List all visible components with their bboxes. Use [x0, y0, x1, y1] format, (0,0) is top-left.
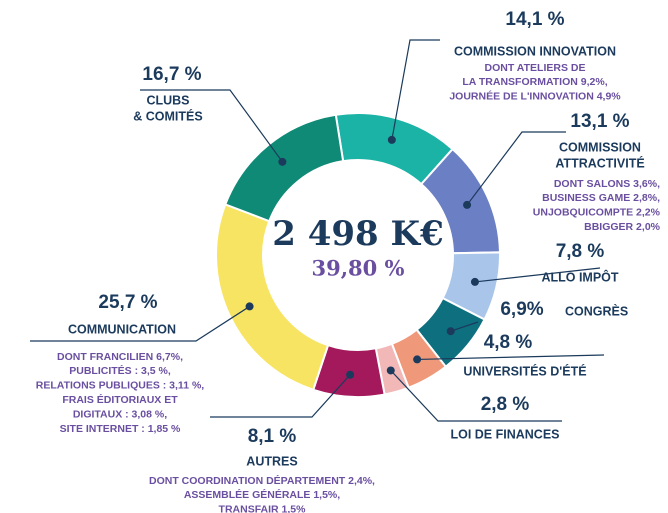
leader-dot	[387, 135, 396, 144]
segment-detail: BUSINESS GAME 2,8%,	[542, 192, 660, 204]
leader-line	[210, 374, 351, 418]
segment-detail: DONT FRANCILIEN 6,7%,	[57, 351, 183, 363]
leader-dot	[346, 370, 355, 379]
segment-name: COMMISSION	[559, 140, 641, 154]
segment-name: COMMISSION INNOVATION	[454, 44, 616, 58]
leader-dot	[470, 277, 479, 286]
share-label: 39,80 %	[311, 256, 404, 281]
value-label: 25,7 %	[98, 292, 157, 313]
segment-name: CLUBS	[146, 93, 189, 107]
value-label: 14,1 %	[505, 9, 564, 30]
segment-name: COMMUNICATION	[68, 322, 176, 336]
leader-line	[140, 89, 283, 163]
segment-detail: DONT SALONS 3,6%,	[554, 178, 660, 190]
segment-detail: UNJOBQUICOMPTE 2,2%	[533, 207, 661, 219]
segment-detail: LA TRANSFORMATION 9,2%,	[462, 76, 607, 88]
leader-dot	[413, 355, 422, 364]
segment-name: CONGRÈS	[565, 303, 628, 318]
segment-name: UNIVERSITÉS D'ÉTÉ	[463, 363, 586, 378]
value-label: 6,9%	[500, 299, 543, 320]
value-label: 4,8 %	[484, 332, 533, 353]
segment-detail: ASSEMBLÉE GÉNÉRALE 1,5%,	[184, 488, 340, 501]
segment-detail: DONT COORDINATION DÉPARTEMENT 2,4%,	[149, 474, 375, 487]
segment-detail: BBIGGER 2,0%	[584, 221, 661, 233]
value-label: 13,1 %	[570, 111, 629, 132]
donut-segment	[215, 203, 330, 392]
segment-detail: JOURNÉE DE L'INNOVATION 4,9%	[449, 90, 621, 103]
leader-line	[474, 267, 601, 283]
value-label: 7,8 %	[556, 241, 605, 262]
leader-line	[466, 131, 566, 206]
segment-name: LOI DE FINANCES	[450, 427, 559, 441]
leader-line	[390, 370, 562, 422]
leader-dot	[463, 200, 472, 209]
segment-detail: FRAIS ÉDITORIAUX ET	[62, 393, 178, 406]
segment-name: AUTRES	[246, 454, 297, 468]
leader-line	[391, 39, 440, 140]
segment-detail: TRANSFAIR 1,5%	[219, 504, 307, 513]
leader-dot	[245, 302, 254, 311]
leader-line	[30, 305, 250, 342]
value-label: 8,1 %	[248, 426, 297, 447]
leader-dot	[386, 366, 395, 375]
value-label: 16,7 %	[142, 64, 201, 85]
segment-name: ATTRACTIVITÉ	[555, 155, 644, 170]
leader-line	[417, 354, 605, 361]
leader-dot	[278, 157, 287, 166]
leader-dot	[446, 327, 455, 336]
segment-name: ALLO IMPÔT	[541, 269, 618, 284]
segment-detail: SITE INTERNET : 1,85 %	[60, 423, 181, 435]
value-label: 2,8 %	[481, 394, 530, 415]
leader-line	[450, 321, 479, 332]
total-label: 2 498 K€	[272, 214, 444, 254]
donut-segment	[224, 113, 345, 223]
segment-detail: DONT ATELIERS DE	[485, 62, 586, 74]
segment-detail: RELATIONS PUBLIQUES : 3,11 %,	[36, 380, 205, 392]
segment-detail: DIGITAUX : 3,08 %,	[73, 408, 167, 420]
segment-name: & COMITÉS	[133, 108, 202, 123]
segment-detail: PUBLICITÉS : 3,5 %,	[69, 364, 171, 377]
